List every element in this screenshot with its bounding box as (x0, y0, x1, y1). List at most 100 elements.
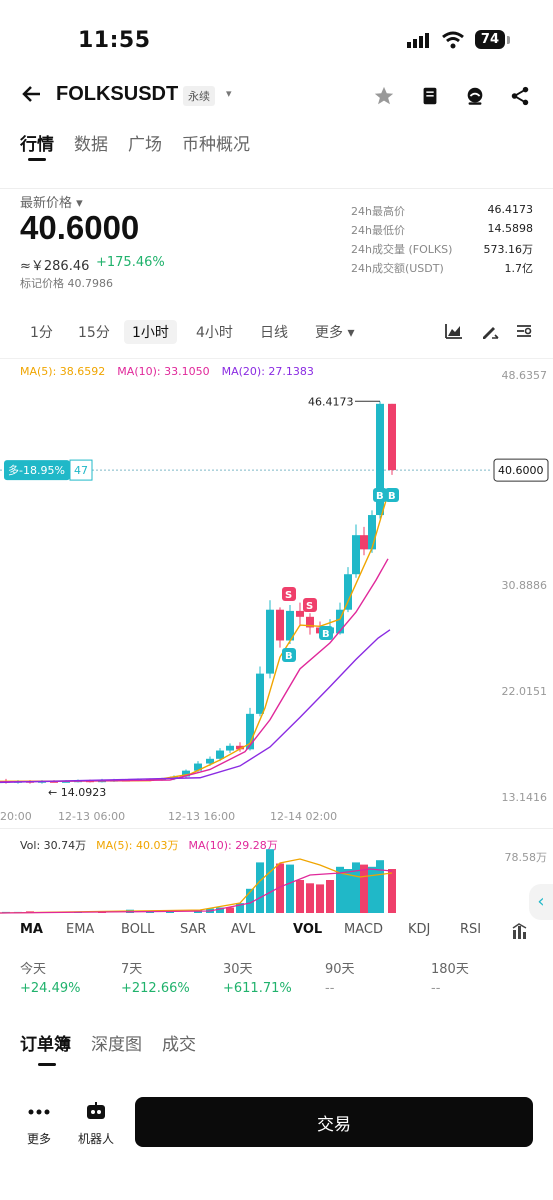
ind-kdj[interactable]: KDJ (408, 922, 431, 937)
ma10-line (0, 558, 389, 783)
trade-button[interactable]: 交易 (135, 1097, 533, 1147)
more-button[interactable]: 更多 (27, 1102, 51, 1147)
trade-marker-label: S (285, 590, 292, 601)
notebook-icon[interactable] (419, 85, 441, 107)
ind-ema[interactable]: EMA (66, 922, 95, 937)
ind-macd[interactable]: MACD (344, 922, 383, 937)
perf-7d: 7天 +212.66% (121, 958, 190, 996)
draw-tool-icon[interactable] (480, 321, 500, 341)
bottom-action-bar: 更多 机器人 交易 (0, 1090, 553, 1200)
interval-1m[interactable]: 1分 (30, 325, 53, 341)
buy-marker (385, 488, 399, 502)
interval-1h[interactable]: 1小时 (124, 320, 177, 344)
tab-coin-overview[interactable]: 币种概况 (182, 135, 250, 155)
collapse-handle-icon[interactable]: ‹ (529, 884, 553, 920)
battery-indicator: 74 (474, 30, 511, 49)
volume-bar (216, 907, 224, 913)
perf-value: -- (325, 981, 335, 996)
bot-face-icon[interactable] (464, 85, 486, 107)
ind-rsi[interactable]: RSI (460, 922, 482, 937)
perf-label: 今天 (20, 962, 47, 977)
header: FOLKSUSDT 永续 ▾ (0, 78, 553, 118)
price-summary: 最新价格 ▾ 40.6000 ≈￥286.46 +175.46% 标记价格 40… (0, 188, 553, 298)
y-axis-label: 13.1416 (501, 791, 548, 804)
interval-15m[interactable]: 15分 (78, 325, 110, 341)
bot-button[interactable]: 机器人 (78, 1102, 114, 1147)
star-icon[interactable] (373, 85, 395, 107)
stats-24h: 24h最高价 46.4173 24h最低价 14.5898 24h成交量 (FOLK… (351, 203, 533, 279)
bot-label: 机器人 (78, 1132, 115, 1146)
ind-boll[interactable]: BOLL (121, 922, 155, 937)
stat-value: 573.16万 (483, 243, 534, 256)
candle-body (236, 745, 244, 750)
cny-price: ≈￥286.46 (20, 259, 90, 274)
latest-price-label[interactable]: 最新价格 ▾ (20, 196, 83, 211)
candle-body (226, 745, 234, 751)
stat-label: 24h最低价 (351, 224, 405, 237)
perf-label: 180天 (431, 962, 469, 977)
perf-value: -- (431, 981, 441, 996)
ind-vol[interactable]: VOL (293, 922, 323, 937)
low-price-label: ← 14.0923 (48, 786, 106, 799)
volume-bar (316, 884, 324, 913)
tab-depth-chart[interactable]: 深度图 (91, 1035, 142, 1055)
candlestick-chart[interactable]: MA(5): 38.6592 MA(10): 33.1050 MA(20): 2… (0, 358, 553, 804)
interval-4h[interactable]: 4小时 (196, 325, 233, 341)
tab-order-book[interactable]: 订单簿 (20, 1035, 71, 1055)
vol-ma5-label: MA(5): 40.03万 (96, 839, 179, 852)
y-axis-label: 30.8886 (501, 579, 548, 592)
perf-180d: 180天 -- (431, 958, 469, 996)
price-change: +175.46% (96, 255, 165, 270)
share-icon[interactable] (509, 85, 531, 107)
candle-body (388, 403, 396, 471)
perf-value: +212.66% (121, 981, 190, 996)
indicator-settings-icon[interactable] (511, 922, 529, 940)
tab-data[interactable]: 数据 (74, 135, 108, 155)
perf-90d: 90天 -- (325, 958, 355, 996)
volume-bar (286, 864, 294, 913)
ma20-label: MA(20): 27.1383 (221, 365, 314, 378)
candle-body (336, 609, 344, 634)
chart-type-icon[interactable] (444, 321, 464, 341)
sell-marker (282, 587, 296, 601)
volume-bar (246, 888, 254, 913)
interval-more[interactable]: 更多 ▾ (315, 325, 355, 341)
last-price-tag-bg (493, 458, 549, 482)
candle-body (246, 713, 254, 750)
position-qty-box (69, 459, 93, 481)
y-axis-label: 22.0151 (501, 685, 548, 698)
ind-avl[interactable]: AVL (231, 922, 256, 937)
trade-marker-label: B (322, 629, 330, 640)
candle-body (182, 770, 190, 777)
buy-marker (319, 626, 333, 640)
tab-market[interactable]: 行情 (20, 135, 54, 155)
chart-settings-icon[interactable] (514, 321, 534, 341)
vol-ma10-line (0, 868, 393, 914)
pair-dropdown-caret[interactable]: ▾ (226, 87, 232, 100)
stat-value: 14.5898 (487, 222, 534, 235)
perf-label: 30天 (223, 962, 253, 977)
pair-title[interactable]: FOLKSUSDT (56, 83, 179, 105)
book-tab-indicator (38, 1063, 56, 1066)
back-arrow-icon[interactable] (20, 82, 48, 110)
candle-body (296, 610, 304, 617)
perf-value: +24.49% (20, 981, 81, 996)
stat-label: 24h成交额(USDT) (351, 262, 444, 275)
ind-ma[interactable]: MA (20, 922, 43, 937)
candle-body (206, 758, 214, 764)
tab-trades[interactable]: 成交 (162, 1035, 196, 1055)
volume-panel[interactable]: Vol: 30.74万 MA(5): 40.03万 MA(10): 29.28万… (0, 828, 553, 920)
volume-bar (256, 862, 264, 913)
tab-square[interactable]: 广场 (128, 135, 162, 155)
stat-value: 1.7亿 (504, 262, 534, 275)
ind-sar[interactable]: SAR (180, 922, 207, 937)
book-tabs: 订单簿 深度图 成交 (20, 1030, 196, 1055)
status-time: 11:55 (78, 28, 151, 53)
candle-body (344, 574, 352, 610)
perf-value: +611.71% (223, 981, 292, 996)
buy-marker (373, 488, 387, 502)
candle-body (266, 609, 274, 674)
more-dots-icon (28, 1109, 50, 1115)
interval-daily[interactable]: 日线 (260, 325, 288, 341)
